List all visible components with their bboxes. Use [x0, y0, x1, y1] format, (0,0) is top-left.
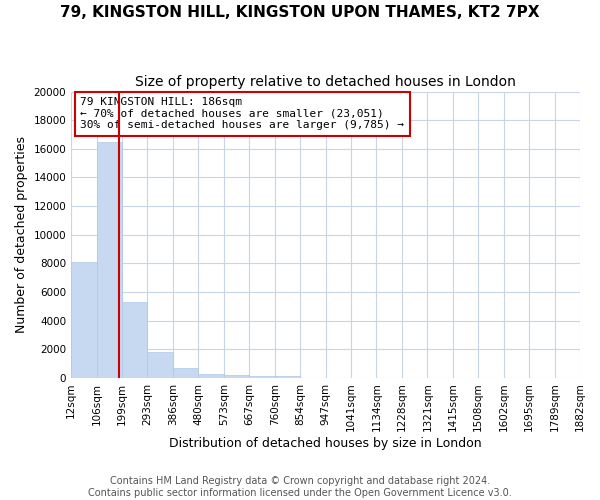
Bar [173, 368, 199, 378]
Y-axis label: Number of detached properties: Number of detached properties [15, 136, 28, 333]
Bar [122, 302, 148, 378]
Bar [148, 352, 173, 378]
Text: 79, KINGSTON HILL, KINGSTON UPON THAMES, KT2 7PX: 79, KINGSTON HILL, KINGSTON UPON THAMES,… [60, 5, 540, 20]
Bar [199, 374, 224, 378]
Bar [224, 375, 249, 378]
Text: Contains HM Land Registry data © Crown copyright and database right 2024.
Contai: Contains HM Land Registry data © Crown c… [88, 476, 512, 498]
Bar [71, 262, 97, 378]
Bar [97, 142, 122, 378]
Text: 79 KINGSTON HILL: 186sqm
← 70% of detached houses are smaller (23,051)
30% of se: 79 KINGSTON HILL: 186sqm ← 70% of detach… [80, 98, 404, 130]
Bar [249, 376, 275, 378]
Bar [275, 376, 300, 378]
Title: Size of property relative to detached houses in London: Size of property relative to detached ho… [135, 75, 516, 89]
X-axis label: Distribution of detached houses by size in London: Distribution of detached houses by size … [169, 437, 482, 450]
